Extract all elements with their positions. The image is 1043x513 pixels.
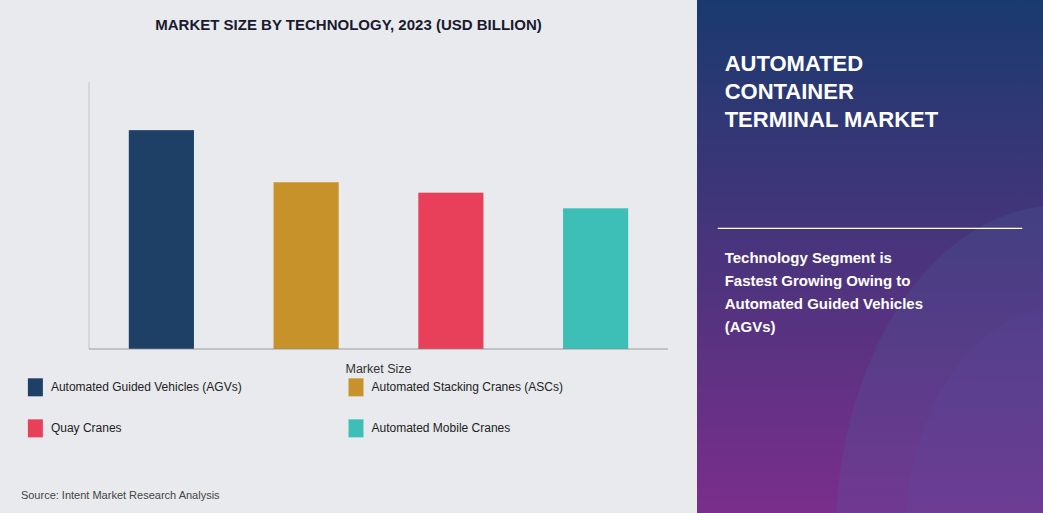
x-axis-label: Market Size — [346, 362, 412, 376]
left-panel — [0, 0, 697, 513]
legend-label: Automated Mobile Cranes — [372, 421, 511, 435]
legend-label: Automated Stacking Cranes (ASCs) — [372, 380, 563, 394]
decor-circle — [905, 308, 1043, 513]
y-axis-line — [89, 82, 90, 349]
right-panel — [697, 0, 1043, 513]
legend-swatch — [349, 419, 364, 437]
panel-title: AUTOMATEDCONTAINERTERMINAL MARKET — [725, 51, 939, 132]
bar — [563, 208, 628, 349]
source-note: Source: Intent Market Research Analysis — [21, 489, 220, 501]
legend-swatch — [349, 378, 364, 396]
legend-label: Automated Guided Vehicles (AGVs) — [51, 380, 242, 394]
legend-swatch — [28, 419, 43, 437]
chart-container: AUTOMATEDCONTAINERTERMINAL MARKET Technol… — [0, 0, 1043, 513]
separator — [718, 228, 1022, 229]
bar — [274, 182, 339, 349]
legend-swatch — [28, 378, 43, 396]
legend-label: Quay Cranes — [51, 421, 122, 435]
chart-svg: AUTOMATEDCONTAINERTERMINAL MARKET Technol… — [0, 0, 1043, 513]
panel-subtitle: Technology Segment isFastest Growing Owi… — [725, 249, 923, 335]
bars — [129, 130, 628, 349]
x-axis-line — [89, 349, 668, 350]
bar — [418, 193, 483, 349]
legend: Automated Guided Vehicles (AGVs) Automate… — [28, 378, 563, 437]
chart-title: MARKET SIZE BY TECHNOLOGY, 2023 (USD BIL… — [155, 16, 541, 33]
bar — [129, 130, 194, 349]
